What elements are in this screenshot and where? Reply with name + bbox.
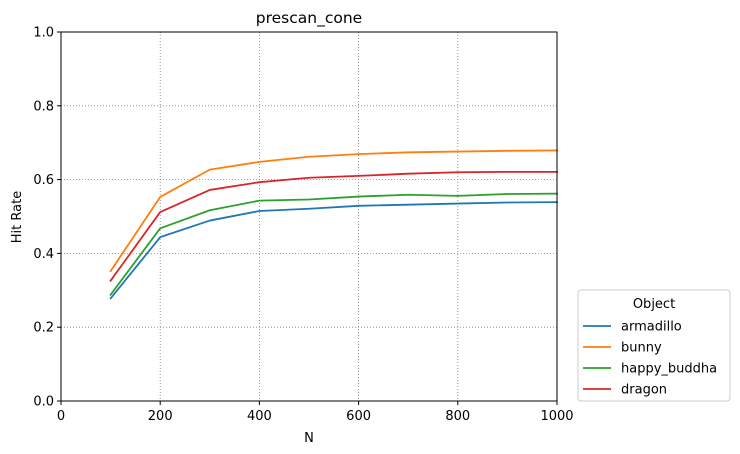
- axis-ticks: 0 200 400 600 800 1000 0.0 0.2 0.4 0.6 0.8 1.0: [33, 26, 573, 425]
- series-line-bunny: [109, 149, 558, 273]
- series-lines: [109, 149, 558, 300]
- y-tick-label: 0.8: [33, 99, 54, 114]
- x-tick-label: 200: [148, 409, 173, 424]
- x-tick-label: 1000: [540, 409, 573, 424]
- x-axis-label: N: [304, 431, 314, 446]
- series-line-dragon: [109, 170, 558, 282]
- y-axis-label: Hit Rate: [10, 191, 25, 243]
- y-tick-label: 0.4: [33, 247, 54, 262]
- legend-label-dragon: dragon: [621, 383, 667, 398]
- x-tick-label: 400: [247, 409, 272, 424]
- y-tick-label: 0.2: [33, 321, 54, 336]
- y-tick-label: 0.0: [33, 395, 54, 410]
- x-tick-label: 0: [57, 409, 65, 424]
- legend-box: [577, 289, 731, 402]
- x-tick-label: 600: [346, 409, 371, 424]
- x-tick-label: 800: [445, 409, 470, 424]
- series-line-happy-buddha: [109, 192, 558, 296]
- legend-title: Object: [633, 297, 675, 312]
- y-tick-label: 1.0: [33, 26, 54, 41]
- legend-label-bunny: bunny: [621, 341, 662, 356]
- legend-label-happy-buddha: happy_buddha: [621, 362, 717, 377]
- legend-label-armadillo: armadillo: [621, 320, 682, 335]
- series-line-armadillo: [109, 201, 558, 300]
- y-tick-label: 0.6: [33, 173, 54, 188]
- chart-title: prescan_cone: [256, 9, 362, 28]
- plot-frame: [60, 31, 558, 402]
